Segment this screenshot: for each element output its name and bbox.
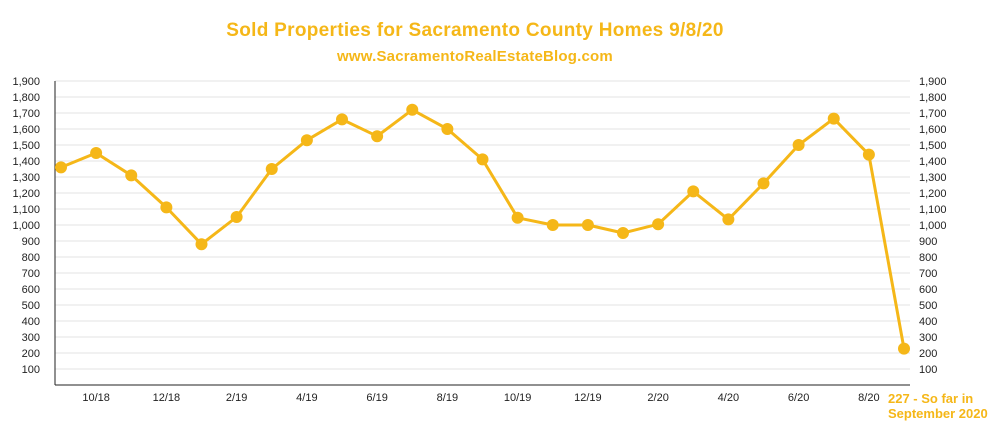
y-tick-label-right: 1,800	[919, 92, 947, 104]
series-layer	[55, 103, 910, 355]
y-tick-label-right: 400	[919, 316, 937, 328]
series-line	[60, 108, 906, 349]
y-tick-label-left: 1,300	[12, 172, 40, 184]
y-tick-label-right: 1,400	[919, 156, 947, 168]
y-tick-label-left: 1,700	[12, 108, 40, 120]
y-tick-label-left: 1,000	[12, 220, 40, 232]
left-y-axis-ticks: 100 200 300 400 500 600 700 800 900 1,000 1,100 1,2…	[12, 76, 40, 376]
y-tick-label-right: 1,600	[919, 124, 947, 136]
y-tick-label-right: 100	[919, 364, 937, 376]
y-tick-label-right: 1,000	[919, 220, 947, 232]
x-tick-label: 12/18	[153, 392, 181, 404]
y-tick-label-right: 600	[919, 284, 937, 296]
y-tick-label-left: 1,400	[12, 156, 40, 168]
x-tick-label: 6/20	[788, 392, 809, 404]
right-y-axis-ticks: 100 200 300 400 500 600 700 800 900 1,000 1,100 1,2…	[919, 76, 947, 376]
x-tick-label: 6/19	[366, 392, 387, 404]
y-tick-label-right: 900	[919, 236, 937, 248]
september-note-line2: September 2020	[888, 406, 988, 421]
y-tick-label-left: 900	[22, 236, 40, 248]
data-point	[898, 342, 910, 355]
y-tick-label-left: 1,600	[12, 124, 40, 136]
y-tick-label-left: 1,200	[12, 188, 40, 200]
data-point	[371, 130, 384, 143]
data-point	[617, 227, 629, 239]
september-note-line1: 227 - So far in	[888, 391, 974, 406]
y-tick-label-left: 1,900	[12, 76, 40, 88]
data-point	[230, 211, 243, 223]
data-point	[581, 219, 594, 231]
september-note: 227 - So far in September 2020	[888, 391, 1003, 421]
y-tick-label-right: 1,900	[919, 76, 947, 88]
x-tick-label: 8/19	[437, 392, 458, 404]
x-tick-label: 2/19	[226, 392, 247, 404]
y-tick-label-left: 400	[22, 316, 40, 328]
data-point	[300, 134, 313, 147]
chart-subtitle: www.SacramentoRealEstateBlog.com	[337, 48, 613, 65]
data-point	[827, 112, 840, 125]
y-tick-label-left: 800	[22, 252, 40, 264]
y-tick-label-right: 800	[919, 252, 937, 264]
data-point	[90, 147, 103, 159]
data-point	[687, 185, 700, 198]
x-tick-label: 8/20	[858, 392, 879, 404]
y-tick-label-left: 300	[22, 332, 40, 344]
x-tick-label: 10/19	[504, 392, 532, 404]
y-tick-label-left: 1,100	[12, 204, 40, 216]
data-point	[476, 153, 489, 166]
y-tick-label-right: 1,500	[919, 140, 947, 152]
data-point	[265, 163, 278, 175]
x-axis-ticks: 10/18 12/18 2/19 4/19 6/19 8/19 10/19 12/19 2/20…	[82, 392, 879, 404]
y-tick-label-right: 1,100	[919, 204, 947, 216]
y-tick-label-left: 700	[22, 268, 40, 280]
data-point	[406, 103, 419, 116]
data-point	[125, 169, 138, 182]
y-tick-label-right: 700	[919, 268, 937, 280]
data-point	[652, 218, 665, 231]
y-tick-label-right: 1,200	[919, 188, 947, 200]
chart-title: Sold Properties for Sacramento County Ho…	[226, 20, 724, 41]
y-tick-label-left: 200	[22, 348, 40, 360]
x-tick-label: 4/19	[296, 392, 317, 404]
y-tick-label-left: 500	[22, 300, 40, 312]
gridlines	[55, 80, 910, 370]
data-point	[792, 139, 805, 151]
y-tick-label-right: 1,700	[919, 108, 947, 120]
data-point	[722, 213, 735, 226]
x-tick-label: 4/20	[718, 392, 739, 404]
y-tick-label-right: 1,300	[919, 172, 947, 184]
data-point	[757, 177, 770, 190]
y-tick-label-right: 300	[919, 332, 937, 344]
data-point	[195, 238, 208, 251]
data-point	[441, 123, 454, 135]
x-tick-label: 12/19	[574, 392, 602, 404]
x-tick-label: 2/20	[647, 392, 668, 404]
data-point	[862, 148, 875, 161]
y-tick-label-right: 200	[919, 348, 937, 360]
y-tick-label-left: 100	[22, 364, 40, 376]
data-point	[546, 219, 559, 231]
data-point	[511, 211, 524, 224]
data-point	[55, 161, 67, 174]
data-point	[336, 113, 348, 126]
x-tick-label: 10/18	[82, 392, 110, 404]
data-point	[160, 201, 173, 214]
y-tick-label-left: 1,800	[12, 92, 40, 104]
axes	[54, 81, 910, 386]
y-tick-label-left: 1,500	[12, 140, 40, 152]
y-tick-label-left: 600	[22, 284, 40, 296]
y-tick-label-right: 500	[919, 300, 937, 312]
